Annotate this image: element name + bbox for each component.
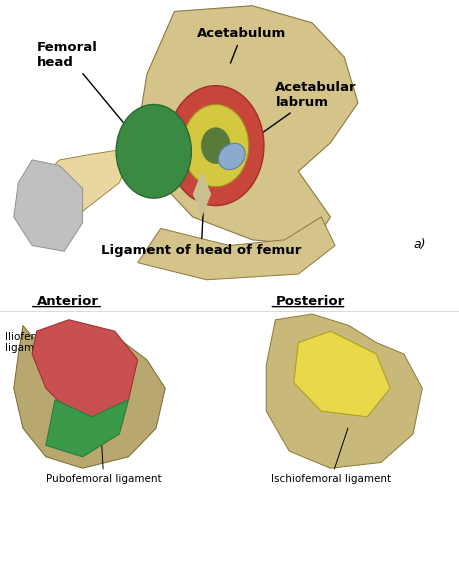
Text: Acetabular
labrum: Acetabular labrum (257, 81, 357, 136)
Text: Femoral
head: Femoral head (37, 41, 136, 138)
Circle shape (168, 86, 264, 206)
Polygon shape (46, 400, 129, 457)
Ellipse shape (218, 143, 245, 170)
Text: Posterior: Posterior (275, 295, 345, 308)
Text: Ligament of head of femur: Ligament of head of femur (101, 194, 302, 257)
Text: a): a) (413, 238, 425, 251)
Text: Iliofemoral
ligament: Iliofemoral ligament (5, 332, 60, 353)
Polygon shape (266, 314, 422, 468)
Text: Pubofemoral ligament: Pubofemoral ligament (46, 434, 162, 485)
Polygon shape (14, 325, 165, 468)
Circle shape (201, 127, 230, 164)
Text: Ischiofemoral ligament: Ischiofemoral ligament (271, 428, 391, 485)
Polygon shape (138, 217, 335, 280)
Text: Acetabulum: Acetabulum (197, 27, 286, 63)
Circle shape (183, 104, 249, 187)
Polygon shape (138, 6, 358, 246)
Polygon shape (193, 171, 211, 217)
Circle shape (116, 104, 191, 198)
Text: Anterior: Anterior (37, 295, 99, 308)
Polygon shape (294, 331, 390, 417)
Polygon shape (14, 160, 83, 251)
Polygon shape (32, 320, 138, 428)
Polygon shape (37, 148, 129, 211)
